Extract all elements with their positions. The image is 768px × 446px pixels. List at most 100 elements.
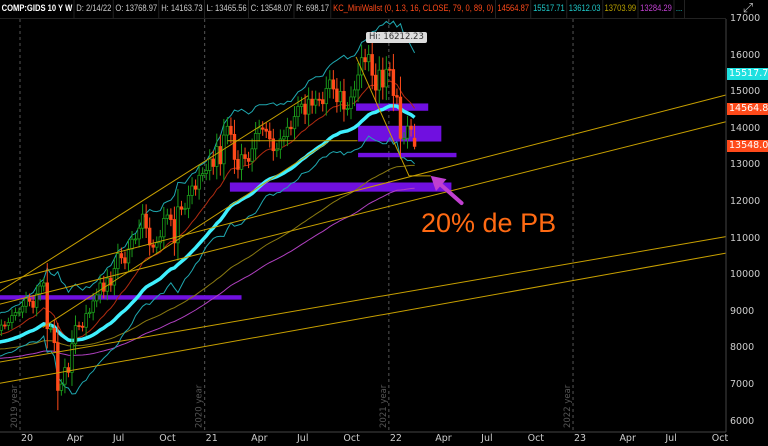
support-zone [0,295,242,300]
candle-body [137,227,141,240]
y-tick-label: 17000 [730,13,761,24]
candle-body [56,342,60,391]
x-tick-label: Apr [251,433,268,444]
candle-body [381,69,385,88]
candle-body [112,268,117,286]
y-tick-label: 9000 [730,305,755,317]
candle-body [356,74,360,91]
candle-body [409,125,413,130]
candle-body [349,96,353,110]
candle-body [278,138,283,150]
candle-body [338,91,343,103]
candle-body [169,214,173,220]
more-values-button[interactable]: ... [674,0,685,18]
candle-body [384,68,389,88]
y-tick-label: 8000 [730,342,755,354]
annotation-text: 20% de PB [421,208,557,238]
study-value-lower: 13612.03 [567,0,603,18]
trendline [0,94,726,284]
price-tag: 15517.71 [727,68,768,81]
candle-body [17,311,21,314]
x-tick-label: 20 [21,433,34,444]
candle-body [324,88,328,105]
candle-body [52,327,57,344]
candle-body [144,213,148,229]
candle-body [49,327,53,330]
candle-body [59,383,64,391]
candle-body [215,146,219,167]
candle-body [123,257,127,264]
x-tick-label: Oct [343,433,360,444]
candle-body [200,173,205,176]
candle-body [6,322,11,326]
candle-body [130,238,134,250]
candle-body [370,54,374,76]
candle-body [250,148,254,162]
study-label[interactable]: KC_MiniWallst (0, 1.3, 16, CLOSE, 79, 0,… [332,0,496,18]
candle-body [229,125,233,135]
candle-body [243,154,247,159]
x-tick-label: Apr [619,433,636,444]
candle-body [162,218,166,238]
candle-body [179,206,184,210]
candle-body [24,298,28,307]
candle-body [271,138,276,152]
annotation-arrowhead [430,175,447,192]
price-tag: 14564.87 [727,103,768,116]
candle-body [303,103,307,115]
candle-body [310,98,314,106]
high-label: Hi: 16212.23 [366,32,427,43]
candle-body [77,325,81,328]
candle-body [147,227,152,246]
bar-range: R: 698.17 [295,0,332,18]
candle-body [313,98,318,106]
ma-79-line [0,164,415,350]
candle-body [285,126,290,138]
candle-body [91,300,95,313]
candle-body [155,242,159,248]
chart-header: COMP:GIDS 10 Y W D: 2/14/22 O: 13768.97 … [0,0,685,18]
candle-body [10,315,14,323]
candle-body [94,294,99,302]
y-tick-label: 6000 [730,415,755,427]
candle-body [109,277,113,286]
candle-body [204,170,208,174]
candle-body [183,207,187,210]
x-tick-label: 23 [574,433,587,444]
candle-body [165,214,170,219]
year-separator-label: 2021 year [379,384,389,428]
year-separator-label: 2022 year [563,384,573,428]
x-tick-label: Jul [112,433,125,444]
y-tick-label: 7000 [730,379,755,390]
support-zone [358,152,457,158]
candle-body [20,305,25,313]
zoom-expand-icon[interactable]: ⤢ [742,1,754,16]
keltner-upper-band [0,20,416,314]
support-zone [229,182,452,192]
candle-body [391,69,396,96]
candle-body [42,282,46,287]
x-tick-label: Oct [159,433,176,444]
candle-body [257,127,261,134]
price-tag: 13548.07 [727,140,768,153]
trendline [355,56,410,177]
candle-body [282,136,286,140]
candle-body [342,91,346,110]
candle-body [151,244,155,248]
candle-body [402,137,406,140]
candle-body [45,282,49,330]
candle-body [345,108,350,111]
candle-body [0,324,4,331]
symbol-label[interactable]: COMP:GIDS 10 Y W [0,0,75,18]
trendline [0,95,309,292]
annotation-arrow [439,183,464,205]
candle-body [299,103,304,107]
candle-body [63,367,67,385]
candle-body [176,206,180,244]
candle-body [158,236,162,244]
candle-body [116,253,120,270]
bar-low: L: 13465.56 [205,0,250,18]
candle-body [208,158,212,171]
trendline [42,142,328,328]
